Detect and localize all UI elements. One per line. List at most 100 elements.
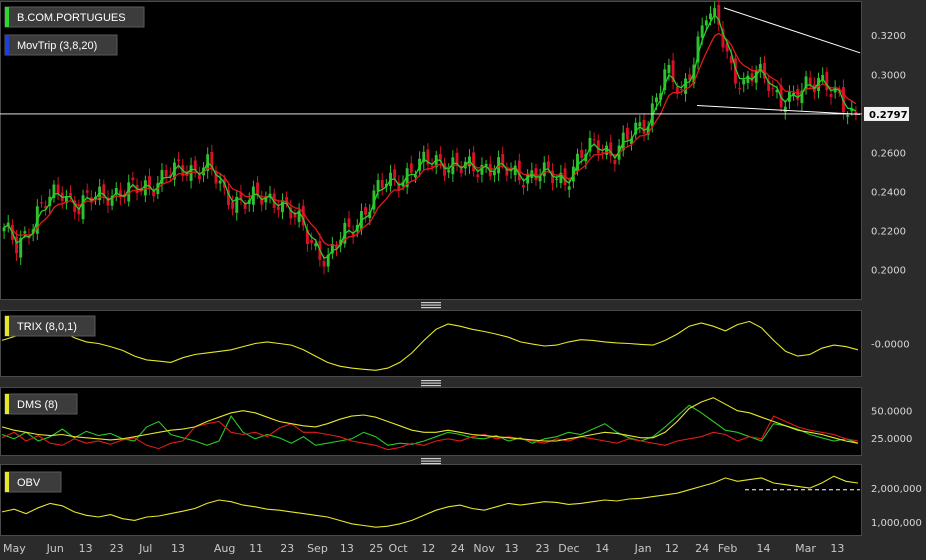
candle-body (576, 153, 579, 172)
candle-body (152, 190, 156, 197)
candle-body (630, 138, 633, 145)
legend-dms[interactable]: DMS (8) (4, 393, 78, 415)
candle-body (513, 165, 517, 176)
last-price-value: 0.2797 (869, 110, 908, 121)
trix-series (1, 320, 859, 371)
trix-panel[interactable] (0, 310, 862, 377)
candle-body (160, 170, 164, 185)
candle-body (52, 184, 56, 199)
candle-body (330, 244, 334, 254)
candle-body (227, 189, 230, 206)
candle-body (783, 106, 787, 113)
candle-body (434, 155, 438, 168)
dms-panel[interactable] (0, 387, 862, 456)
candle-body (447, 170, 451, 173)
candle-body (73, 200, 77, 212)
x-tick-label: 23 (110, 542, 124, 555)
candle-body (505, 167, 509, 176)
candle-body (742, 79, 746, 85)
candle-body (833, 86, 837, 93)
price-panel[interactable] (0, 1, 862, 300)
candle-body (218, 180, 222, 184)
legend-trix[interactable]: TRIX (8,0,1) (4, 315, 96, 337)
candle-body (430, 165, 434, 168)
panel-resize-handle[interactable] (421, 458, 441, 465)
x-tick-label: 25 (369, 542, 383, 555)
candle-body (526, 174, 530, 184)
candle-body (384, 183, 388, 187)
candle-body (114, 187, 118, 195)
panel-resize-handle[interactable] (421, 380, 441, 387)
candle-body (301, 205, 305, 226)
obv-line (1, 475, 859, 528)
y-tick-label: 0.2000 (871, 266, 906, 277)
candle-body (110, 195, 114, 206)
x-tick-label: 14 (595, 542, 609, 555)
candle-body (260, 198, 264, 205)
trendline-lower (696, 105, 861, 115)
movtrip-label: MovTrip (3,8,20) (17, 40, 97, 52)
candle-body (443, 163, 446, 176)
candle-body (592, 139, 596, 141)
y-tick-label: 0.2200 (871, 227, 906, 238)
candle-body (713, 8, 717, 16)
candle-body (492, 171, 496, 176)
candle-body (538, 176, 542, 182)
obv-panel[interactable] (0, 464, 862, 536)
y-tick-label: -0.0000 (871, 340, 910, 351)
y-tick-label: 1,000,000 (871, 518, 922, 529)
legend-obv[interactable]: OBV (4, 471, 62, 493)
candle-body (696, 36, 700, 63)
y-tick-label: 0.2400 (871, 188, 906, 199)
candle-body (821, 75, 825, 81)
candle-body (588, 137, 592, 152)
dms-label: DMS (8) (17, 399, 58, 411)
candle-body (667, 64, 671, 74)
y-tick-label: 0.3200 (871, 31, 906, 42)
candle-body (305, 230, 309, 245)
candle-body (829, 94, 833, 97)
candle-body (609, 142, 613, 157)
candle-body (555, 179, 559, 181)
panel-resize-handle[interactable] (421, 302, 441, 309)
x-tick-label: 13 (504, 542, 518, 555)
candle-body (646, 126, 650, 135)
candle-body (659, 93, 663, 100)
x-tick-label: 23 (280, 542, 294, 555)
candle-body (239, 192, 243, 199)
x-tick-label: Dec (558, 542, 579, 555)
candle-body (397, 182, 401, 191)
symbol-name: B.COM.PORTUGUES (17, 12, 126, 24)
obv-label: OBV (17, 477, 41, 489)
candle-body (393, 169, 397, 179)
candle-body (675, 86, 679, 94)
x-tick-label: Sep (307, 542, 328, 555)
legend-movtrip[interactable]: MovTrip (3,8,20) (4, 34, 118, 56)
candle-body (600, 152, 604, 154)
x-tick-label: 13 (340, 542, 354, 555)
candle-body (846, 115, 850, 117)
x-tick-label: 12 (421, 542, 435, 555)
candle-body (459, 168, 463, 174)
candle-body (455, 152, 459, 165)
candle-body (721, 28, 725, 48)
candle-body (118, 190, 122, 198)
candle-body (69, 192, 73, 197)
candle-body (193, 160, 197, 171)
candle-body (326, 254, 330, 267)
y-axis-labels: 0.2000 0.2200 0.2400 0.2600 0.3000 0.3200 -0.0… (871, 31, 922, 529)
candle-body (567, 186, 571, 190)
candle-body (409, 163, 413, 173)
candle-body (796, 88, 800, 100)
candle-body (414, 174, 417, 178)
price-series (0, 0, 862, 275)
x-tick-label: Jun (46, 542, 64, 555)
candle-body (733, 58, 737, 84)
legend-symbol[interactable]: B.COM.PORTUGUES (4, 6, 145, 28)
x-tick-label: Jul (138, 542, 152, 555)
candle-body (426, 149, 430, 165)
candle-body (688, 74, 692, 81)
candle-body (15, 236, 18, 254)
x-tick-label: 13 (79, 542, 93, 555)
dms-plus-line (1, 404, 859, 446)
